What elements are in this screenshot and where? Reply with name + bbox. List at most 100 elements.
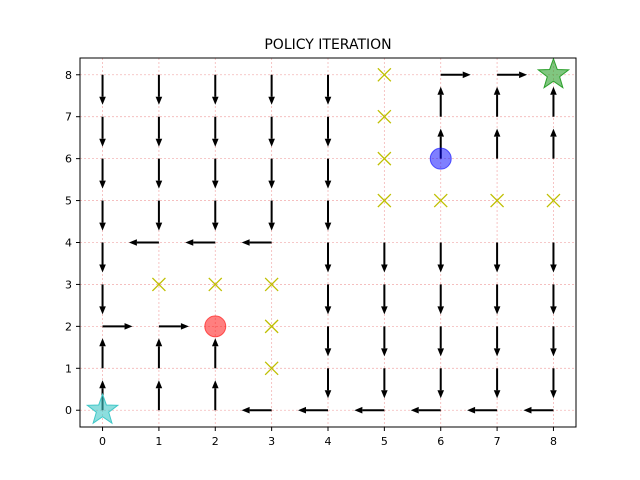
arrow-head: [550, 306, 557, 315]
policy-arrow-left: [410, 406, 441, 414]
arrow-head: [354, 406, 363, 414]
arrow-head: [268, 138, 275, 147]
obstacle-x-marker: [377, 109, 392, 124]
policy-arrow-up: [211, 380, 219, 411]
arrow-head: [155, 338, 163, 347]
obstacle-x-marker: [208, 277, 223, 292]
policy-arrow-down: [99, 284, 106, 315]
policy-arrow-down: [211, 116, 219, 147]
policy-arrow-down: [550, 326, 557, 357]
policy-arrow-down: [211, 74, 219, 105]
y-tick-label: 3: [65, 278, 72, 291]
arrow-head: [467, 406, 476, 414]
policy-arrow-left: [354, 406, 385, 414]
arrow-head: [381, 390, 388, 399]
policy-arrow-down: [99, 116, 106, 147]
x-tick-label: 3: [268, 435, 275, 448]
policy-arrow-down: [437, 368, 445, 399]
arrow-head: [324, 306, 332, 315]
policy-arrow-right: [102, 323, 133, 330]
arrow-head: [437, 348, 445, 357]
arrow-head: [493, 264, 501, 273]
obstacle-stroke: [433, 193, 448, 208]
policy-arrow-down: [437, 284, 445, 315]
obstacle-x-marker: [377, 151, 392, 166]
policy-arrow-left: [523, 406, 554, 414]
arrow-head: [99, 338, 106, 347]
obstacle-stroke: [208, 277, 223, 292]
arrow-head: [155, 380, 163, 389]
arrow-head: [550, 348, 557, 357]
obstacle-stroke: [377, 67, 392, 82]
y-tick-label: 7: [65, 111, 72, 124]
arrow-head: [268, 222, 275, 231]
arrow-head: [410, 406, 419, 414]
plot-area: 0 1 2 3 4 5 6 7 8 0 1 2 3 4 5 6 7 8: [65, 57, 577, 448]
arrow-head: [155, 180, 163, 189]
policy-arrow-down: [99, 74, 106, 105]
policy-arrow-down: [155, 158, 163, 189]
policy-arrow-up: [155, 338, 163, 369]
arrow-head: [324, 222, 332, 231]
arrow-head: [211, 96, 219, 105]
policy-arrow-left: [241, 239, 272, 246]
y-tick-label: 2: [65, 320, 72, 333]
policy-arrow-down: [493, 284, 501, 315]
policy-arrow-down: [437, 242, 445, 273]
policy-arrow-down: [324, 242, 332, 273]
arrow-head: [493, 390, 501, 399]
policy-arrow-left: [241, 406, 272, 414]
policy-arrow-down: [324, 74, 332, 105]
arrow-head: [298, 406, 306, 414]
policy-arrow-up: [550, 86, 557, 117]
arrow-head: [268, 96, 275, 105]
y-tick-label: 1: [65, 362, 72, 375]
arrow-head: [437, 128, 445, 137]
policy-arrow-down: [268, 116, 275, 147]
arrow-head: [211, 380, 219, 389]
x-tick-label: 6: [437, 435, 444, 448]
policy-arrow-up: [437, 86, 445, 117]
arrow-head: [493, 128, 501, 137]
policy-arrow-left: [298, 406, 328, 414]
policy-arrow-up: [211, 338, 219, 369]
arrow-head: [324, 180, 332, 189]
policy-arrow-down: [268, 158, 275, 189]
arrow-head: [99, 222, 106, 231]
arrow-head: [493, 348, 501, 357]
arrow-head: [462, 71, 471, 79]
policy-arrow-down: [493, 326, 501, 357]
arrow-head: [99, 380, 106, 389]
arrow-head: [99, 264, 106, 273]
arrow-head: [99, 96, 106, 105]
policy-arrow-down: [381, 242, 388, 273]
arrow-head: [324, 348, 332, 357]
obstacle-x-marker: [377, 193, 392, 208]
arrow-head: [211, 222, 219, 231]
policy-arrow-down: [550, 284, 557, 315]
arrow-head: [550, 86, 557, 95]
obstacle-x-marker: [264, 319, 279, 334]
arrow-head: [99, 138, 106, 147]
arrow-head: [493, 306, 501, 315]
obstacle-stroke: [377, 193, 392, 208]
policy-arrow-down: [155, 200, 163, 231]
policy-arrow-up: [493, 86, 501, 117]
x-tick-label: 5: [381, 435, 388, 448]
arrow-head: [128, 239, 137, 246]
arrow-head: [180, 323, 189, 330]
obstacle-stroke: [264, 361, 279, 376]
obstacle-stroke: [151, 277, 166, 292]
y-tick-label: 5: [65, 195, 72, 208]
policy-arrow-down: [211, 200, 219, 231]
obstacle-x-marker: [151, 277, 166, 292]
x-tick-label: 4: [325, 435, 332, 448]
arrow-head: [381, 348, 388, 357]
obstacle-stroke: [377, 151, 392, 166]
obstacle-x-marker: [264, 277, 279, 292]
policy-arrow-down: [324, 284, 332, 315]
obstacle-x-marker: [490, 193, 505, 208]
policy-arrow-right: [158, 323, 189, 330]
star-marker: [85, 392, 120, 425]
x-tick-label: 0: [99, 435, 106, 448]
